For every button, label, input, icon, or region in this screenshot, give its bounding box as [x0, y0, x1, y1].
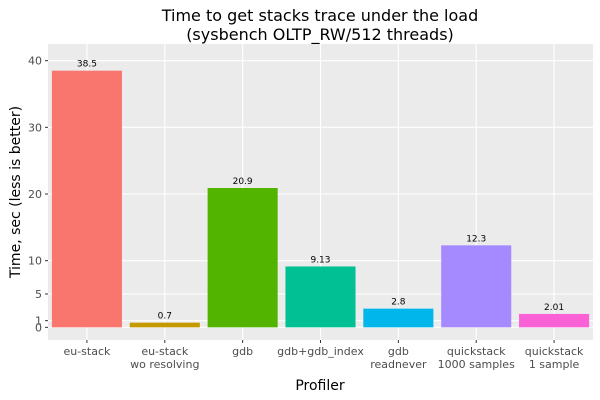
x-axis-title: Profiler — [295, 378, 345, 394]
y-tick-label: 40 — [28, 55, 42, 68]
bar — [285, 266, 356, 328]
x-tick-label: readnever — [370, 358, 427, 371]
data-label: 0.7 — [158, 312, 172, 322]
x-tick-label: eu-stack — [63, 345, 111, 358]
y-tick-label: 30 — [28, 121, 42, 134]
x-tick-label: wo resolving — [130, 358, 199, 371]
x-tick-label: 1000 samples — [438, 358, 515, 371]
x-tick-label: gdb+gdb_index — [277, 345, 364, 358]
y-axis-ticks: 01 5 10 20 30 40 — [28, 55, 48, 334]
x-tick-label: eu-stack — [141, 345, 189, 358]
x-tick-label: gdb — [232, 345, 253, 358]
bar — [129, 322, 200, 328]
bar — [51, 70, 122, 328]
data-label: 9.13 — [310, 255, 330, 265]
data-label: 12.3 — [466, 234, 486, 244]
chart-title-line-2: (sysbench OLTP_RW/512 threads) — [186, 25, 454, 45]
x-tick-label: quickstack — [447, 345, 506, 358]
y-tick-label: 10 — [28, 255, 42, 268]
y-axis-title: Time, sec (less is better) — [8, 106, 24, 279]
bar — [363, 308, 434, 328]
data-label: 20.9 — [233, 177, 253, 187]
x-tick-label: 1 sample — [529, 358, 580, 371]
x-tick-label: quickstack — [525, 345, 584, 358]
y-tick-label: 1 — [35, 315, 42, 328]
y-tick-label: 0 — [35, 321, 42, 334]
data-label: 2.01 — [544, 303, 564, 313]
bar — [207, 188, 278, 328]
bar — [441, 245, 512, 328]
chart-title-line-1: Time to get stacks trace under the load — [161, 6, 479, 25]
data-label: 2.8 — [391, 298, 406, 308]
bars: 38.5 0.7 20.9 9.13 2.8 12.3 2.01 — [51, 60, 590, 328]
y-tick-label: 5 — [35, 288, 42, 301]
y-tick-label: 20 — [28, 188, 42, 201]
x-tick-label: gdb — [388, 345, 409, 358]
bar — [519, 313, 590, 328]
data-label: 38.5 — [77, 60, 97, 70]
